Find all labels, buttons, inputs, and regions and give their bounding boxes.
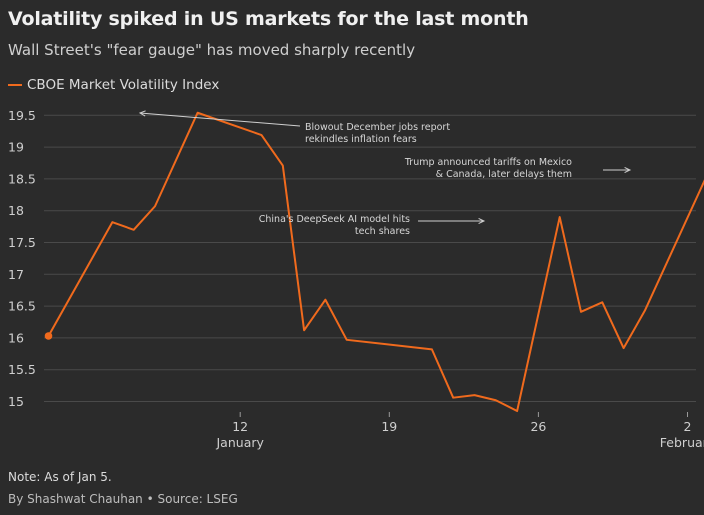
x-tick-label: 19 (381, 419, 397, 434)
credit-line: By Shashwat Chauhan • Source: LSEG (8, 492, 238, 506)
x-tick-label: 12 (232, 419, 248, 434)
x-tick-sublabel: January (216, 435, 265, 450)
y-tick-label: 16 (8, 330, 24, 345)
series-line (47, 111, 704, 413)
y-tick-label: 19.5 (8, 108, 36, 123)
y-tick-label: 18 (8, 203, 24, 218)
annotation-arrowhead (138, 110, 146, 117)
annotation-arrow (139, 112, 301, 127)
legend-swatch (8, 84, 22, 86)
annotation-arrowhead (478, 217, 486, 225)
annotation-text: & Canada, later delays them (436, 169, 572, 180)
annotation-text: China's DeepSeek AI model hits (259, 214, 410, 225)
legend: CBOE Market Volatility Index (8, 77, 219, 93)
y-tick-label: 18.5 (8, 171, 36, 186)
start-marker (44, 332, 53, 340)
y-tick-label: 19 (8, 140, 24, 155)
x-tick-sublabel: February (660, 435, 704, 450)
y-tick-label: 17 (8, 267, 24, 282)
y-tick-label: 17.5 (8, 235, 36, 250)
chart-title: Volatility spiked in US markets for the … (8, 8, 529, 30)
x-tick-label: 26 (530, 419, 546, 434)
annotation-text: rekindles inflation fears (305, 134, 417, 145)
y-tick-label: 16.5 (8, 299, 36, 314)
y-tick-label: 15.5 (8, 362, 36, 377)
y-tick-label: 15 (8, 394, 24, 409)
annotation-text: tech shares (355, 226, 410, 237)
legend-label: CBOE Market Volatility Index (27, 77, 220, 93)
annotation-text: Trump announced tariffs on Mexico (404, 157, 572, 168)
x-tick-label: 2 (684, 419, 692, 434)
chart-subtitle: Wall Street's "fear gauge" has moved sha… (8, 41, 416, 59)
annotation-text: Blowout December jobs report (305, 122, 450, 133)
footnote: Note: As of Jan 5. (8, 470, 112, 484)
annotation-arrowhead (624, 166, 632, 174)
